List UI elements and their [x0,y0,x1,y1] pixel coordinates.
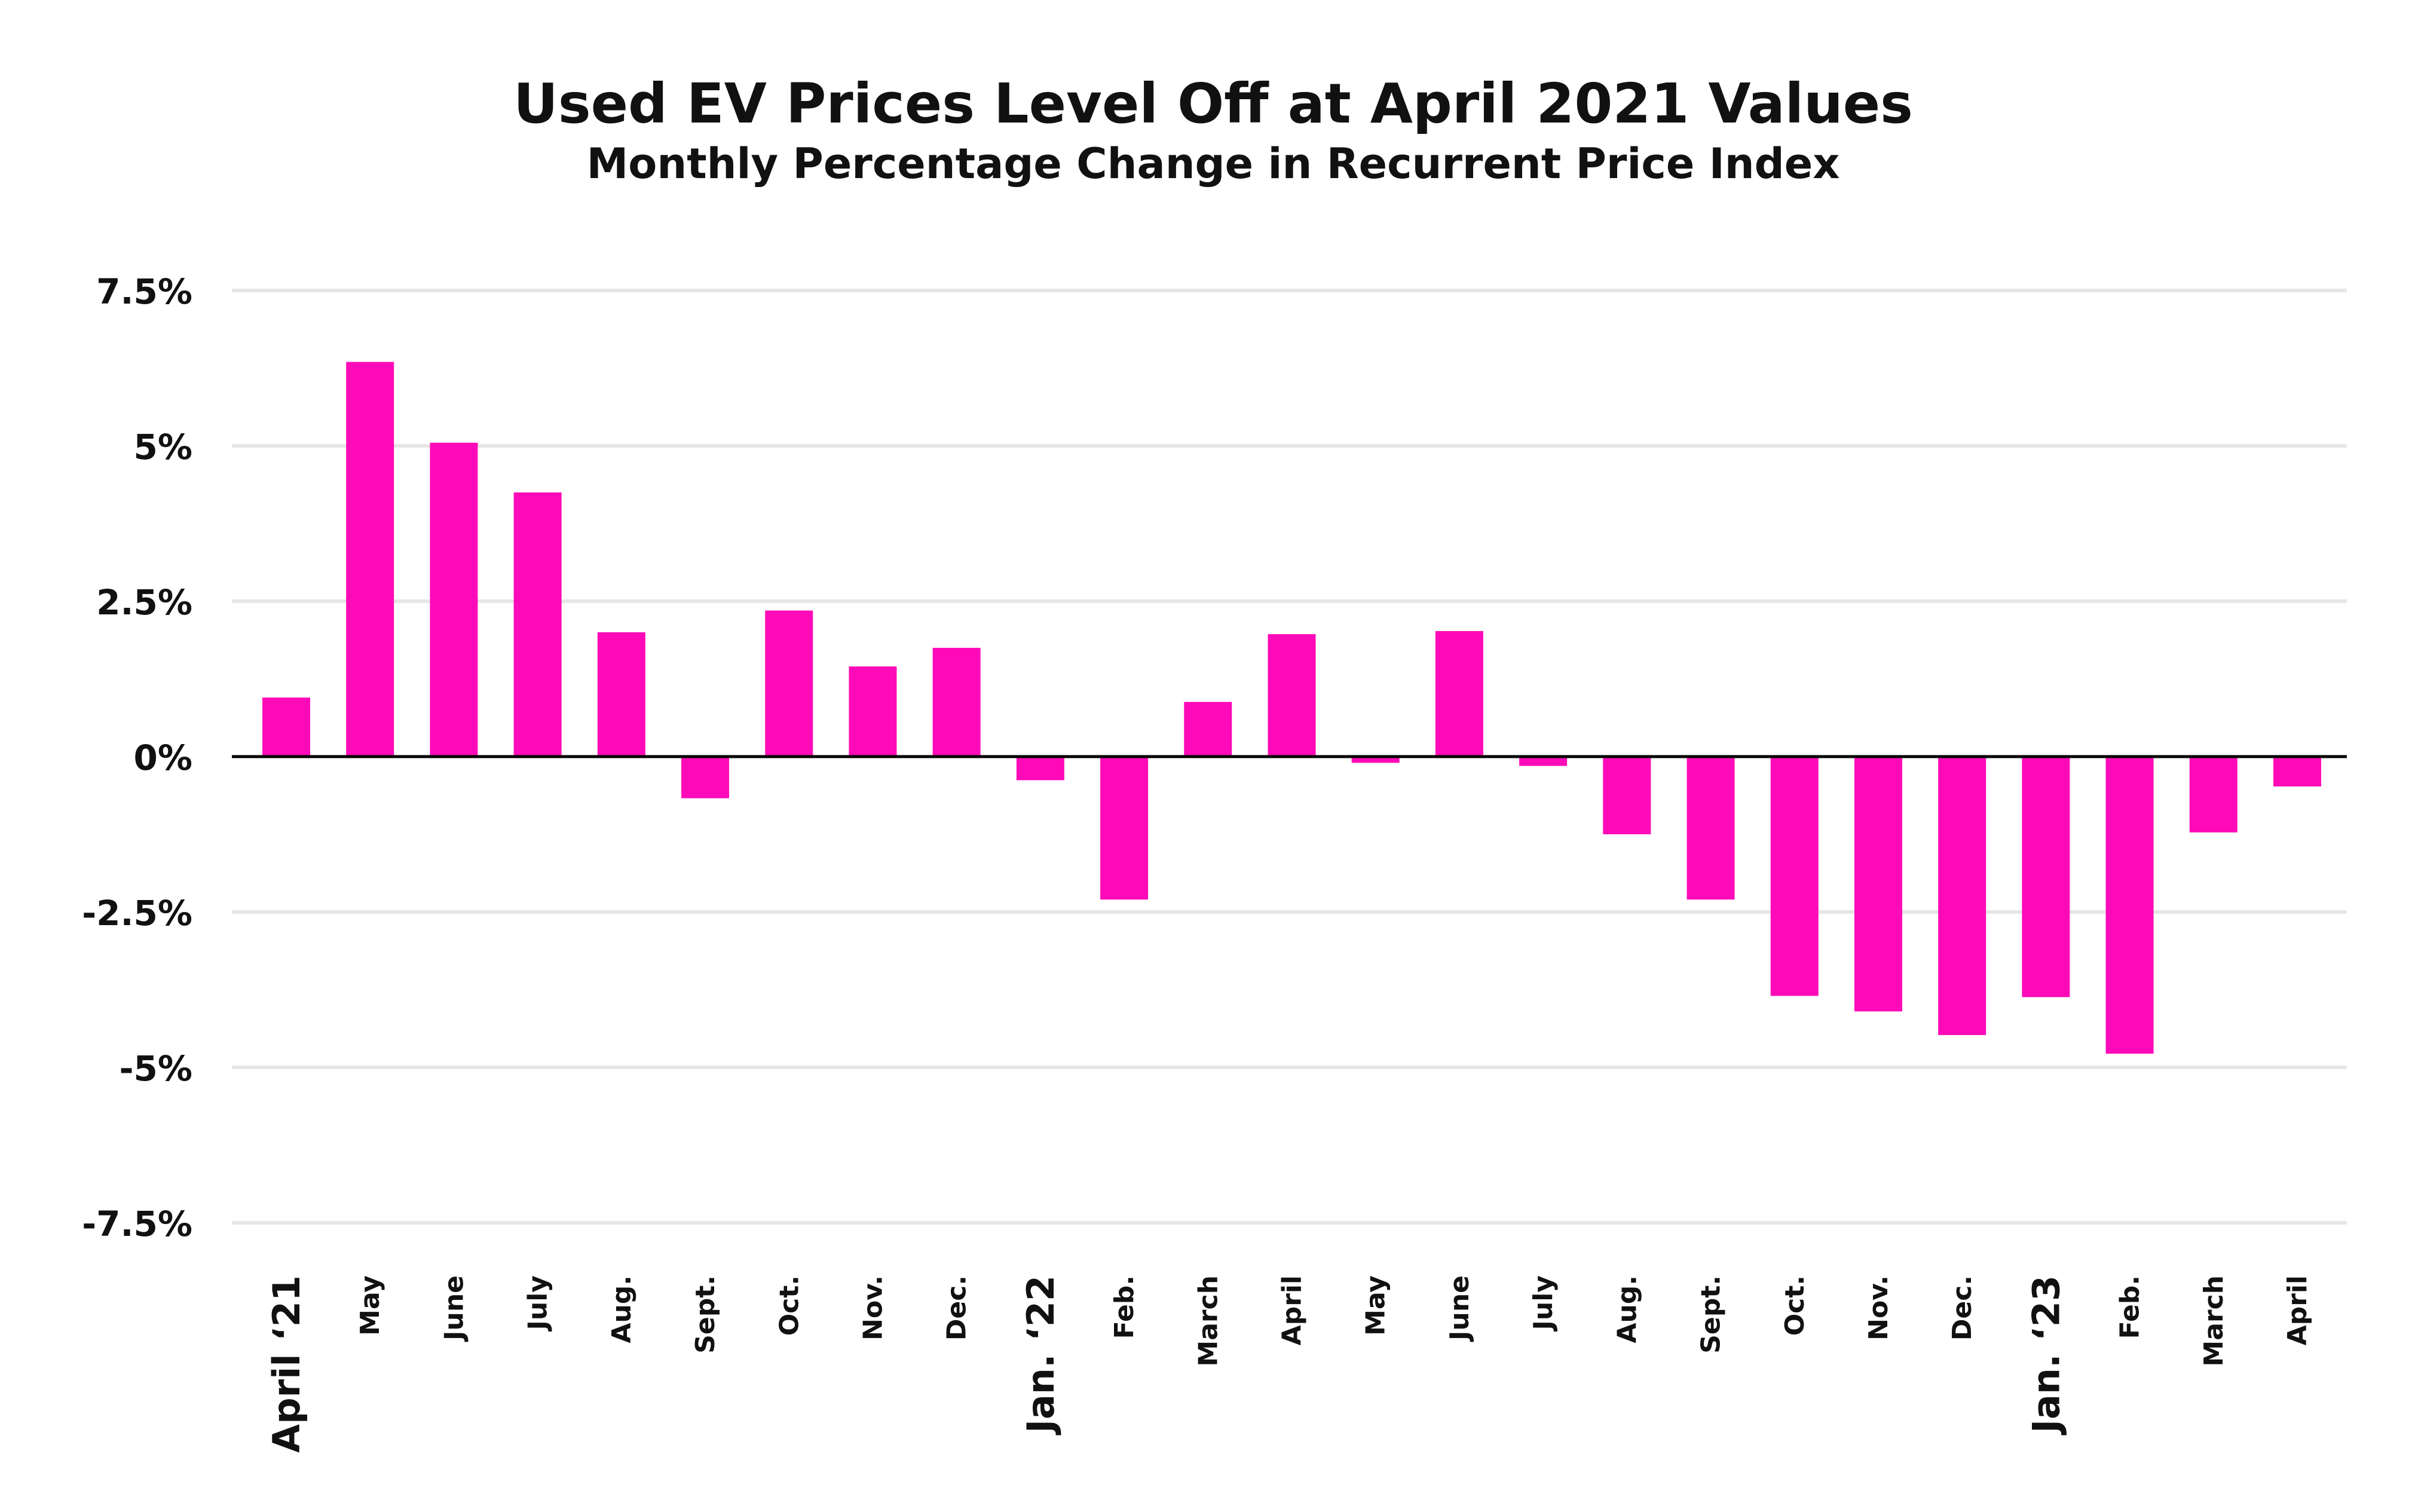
bar [681,757,730,798]
x-tick-label: Aug. [607,1275,637,1343]
bar [346,362,394,757]
bar [1854,757,1902,1012]
bar [1938,757,1986,1035]
x-tick-label: Oct. [774,1275,804,1336]
x-tick-label: March [2199,1275,2229,1367]
y-tick-label: 5% [134,427,192,467]
chart-title: Used EV Prices Level Off at April 2021 V… [513,72,1913,136]
bar [1184,702,1232,757]
bar [1603,757,1651,834]
y-tick-label: 2.5% [96,582,192,623]
x-tick-label: Dec. [1947,1275,1978,1340]
x-tick-label: Jan. ‘23 [2024,1275,2068,1436]
bar [597,632,645,757]
x-tick-label: Feb. [2115,1275,2145,1339]
chart-subtitle: Monthly Percentage Change in Recurrent P… [587,139,1840,188]
x-tick-label: April ‘21 [265,1275,308,1453]
x-tick-label: Jan. ‘22 [1019,1275,1063,1436]
x-tick-label: June [439,1275,469,1342]
x-tick-label: July [523,1275,553,1332]
gridlines [232,289,2347,1225]
y-tick-label: 0% [134,737,192,778]
y-axis-ticks: 7.5% 5% 2.5% 0% -2.5% -5% -7.5% [82,271,192,1244]
x-tick-label: April [1277,1275,1308,1345]
x-tick-label: Dec. [942,1275,972,1340]
x-tick-label: Aug. [1612,1275,1642,1343]
x-axis-ticks: April ‘21 May June July Aug. Sept. Oct. Nov. Dec… [265,1275,2313,1453]
bar [1686,757,1735,900]
x-tick-label: Nov. [1863,1275,1894,1340]
bar [765,610,813,757]
x-tick-label: Sept. [690,1275,721,1354]
bar [1770,757,1819,996]
bar [2105,757,2154,1054]
bar [1016,757,1064,781]
y-tick-label: 7.5% [96,271,192,312]
bar [1351,757,1400,763]
bar [1435,630,1483,757]
bar [1100,757,1149,900]
x-tick-label: Nov. [858,1275,888,1340]
bar [430,442,478,757]
x-tick-label: Oct. [1780,1275,1810,1336]
x-tick-label: July [1528,1275,1559,1332]
bar [2189,757,2237,832]
x-tick-label: Feb. [1109,1275,1140,1339]
bar [1519,757,1568,766]
x-tick-label: Sept. [1696,1275,1727,1354]
bar [2273,757,2321,786]
bar [932,648,981,757]
x-tick-label: June [1444,1275,1475,1342]
y-tick-label: -2.5% [82,893,192,933]
bar [262,697,310,757]
bar [849,666,897,757]
x-tick-label: April [2282,1275,2313,1345]
x-tick-label: March [1193,1275,1223,1367]
bar [2022,757,2070,997]
bar [513,492,562,757]
y-tick-label: -7.5% [82,1204,192,1244]
bar [1268,634,1316,757]
x-tick-label: May [355,1275,385,1336]
y-tick-label: -5% [119,1048,192,1089]
bars [262,362,2321,1054]
x-tick-label: May [1361,1275,1391,1336]
